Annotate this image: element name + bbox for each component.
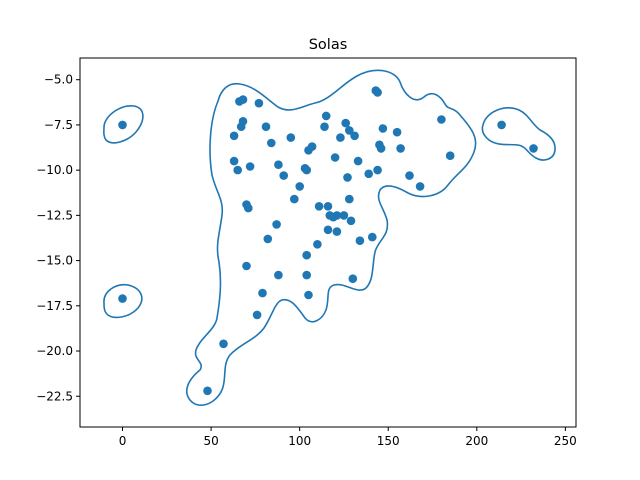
y-tick-label-1: −20.0 <box>36 344 73 358</box>
y-tick-label-3: −15.0 <box>36 254 73 268</box>
scatter-point-61 <box>373 165 382 175</box>
scatter-point-38 <box>321 111 331 121</box>
scatter-point-70 <box>445 151 455 160</box>
x-tick-label-0: 0 <box>119 434 127 448</box>
scatter-point-14 <box>245 162 255 171</box>
scatter-point-35 <box>313 240 322 249</box>
scatter-point-11 <box>242 261 251 271</box>
x-tick-label-3: 150 <box>377 434 400 448</box>
contour-right <box>481 107 556 161</box>
y-axis: −22.5 −20.0 −17.5 −15.0 −12.5 −10.0 −7.5 −5.0 <box>36 73 80 403</box>
scatter-point-48 <box>341 118 351 128</box>
y-tick-label-5: −10.0 <box>36 163 73 177</box>
x-tick-label-2: 100 <box>288 434 311 448</box>
scatter-point-4 <box>229 131 239 141</box>
scatter-point-15 <box>252 310 262 320</box>
scatter-point-40 <box>323 225 333 235</box>
scatter-points <box>118 86 538 396</box>
x-tick-label-5: 250 <box>554 434 577 448</box>
scatter-point-32 <box>304 290 313 300</box>
scatter-point-20 <box>267 138 276 148</box>
scatter-point-52 <box>346 216 356 226</box>
chart-title: Solas <box>309 37 348 53</box>
scatter-point-13 <box>244 203 253 213</box>
scatter-point-5 <box>229 156 239 166</box>
scatter-point-50 <box>345 126 354 135</box>
scatter-point-60 <box>373 88 382 97</box>
scatter-point-1 <box>118 294 127 303</box>
scatter-point-53 <box>348 274 358 284</box>
scatter-point-43 <box>330 153 340 162</box>
y-tick-label-7: −5.0 <box>44 73 73 87</box>
scatter-point-24 <box>279 171 289 180</box>
contour-left-bottom <box>103 283 143 319</box>
scatter-point-10 <box>238 117 248 126</box>
scatter-point-56 <box>355 236 365 245</box>
scatter-point-31 <box>302 165 312 175</box>
scatter-point-26 <box>290 194 299 204</box>
scatter-point-30 <box>302 270 312 280</box>
scatter-point-49 <box>343 173 352 182</box>
scatter-point-54 <box>350 131 359 141</box>
scatter-point-64 <box>378 124 388 133</box>
scatter-point-2 <box>203 386 212 396</box>
density-contours <box>103 69 556 406</box>
scatter-point-46 <box>336 133 345 142</box>
x-tick-label-1: 50 <box>203 434 218 448</box>
scatter-point-25 <box>286 133 296 142</box>
scatter-point-18 <box>261 122 271 131</box>
scatter-point-3 <box>219 339 228 349</box>
scatter-point-68 <box>415 182 425 191</box>
scatter-point-19 <box>263 234 273 244</box>
scatter-point-67 <box>405 171 414 180</box>
scatter-point-17 <box>258 288 267 298</box>
scatter-point-44 <box>332 211 342 220</box>
scatter-point-72 <box>529 144 538 153</box>
scatter-point-39 <box>323 202 333 211</box>
scatter-point-23 <box>274 270 283 280</box>
scatter-point-6 <box>233 165 242 175</box>
scatter-point-8 <box>238 95 248 104</box>
plot-frame <box>79 57 577 428</box>
scatter-point-21 <box>272 220 281 229</box>
scatter-point-37 <box>320 122 329 131</box>
x-axis: 0 50 100 150 200 250 <box>119 427 577 448</box>
scatter-point-51 <box>345 194 354 204</box>
y-tick-label-4: −12.5 <box>36 208 73 222</box>
scatter-point-27 <box>295 182 305 191</box>
scatter-point-0 <box>118 120 127 130</box>
scatter-point-29 <box>302 250 312 260</box>
scatter-point-36 <box>314 202 324 211</box>
y-tick-label-6: −7.5 <box>44 118 73 132</box>
scatter-point-63 <box>376 144 386 153</box>
x-tick-label-4: 200 <box>465 434 488 448</box>
scatter-point-71 <box>497 120 506 130</box>
scatter-point-57 <box>364 169 374 179</box>
contour-left-top <box>103 105 144 144</box>
scatter-point-45 <box>332 227 342 236</box>
scatter-point-16 <box>254 98 264 108</box>
scatter-point-66 <box>396 144 405 153</box>
y-tick-label-0: −22.5 <box>36 389 73 403</box>
y-tick-label-2: −17.5 <box>36 299 73 313</box>
scatter-point-34 <box>307 142 317 151</box>
scatter-point-47 <box>339 211 349 220</box>
scatter-point-22 <box>274 160 283 169</box>
scatter-point-58 <box>368 232 377 242</box>
scatter-point-69 <box>437 115 446 124</box>
scatter-point-65 <box>392 127 402 137</box>
scatter-point-55 <box>353 156 363 166</box>
contour-main <box>185 69 477 406</box>
